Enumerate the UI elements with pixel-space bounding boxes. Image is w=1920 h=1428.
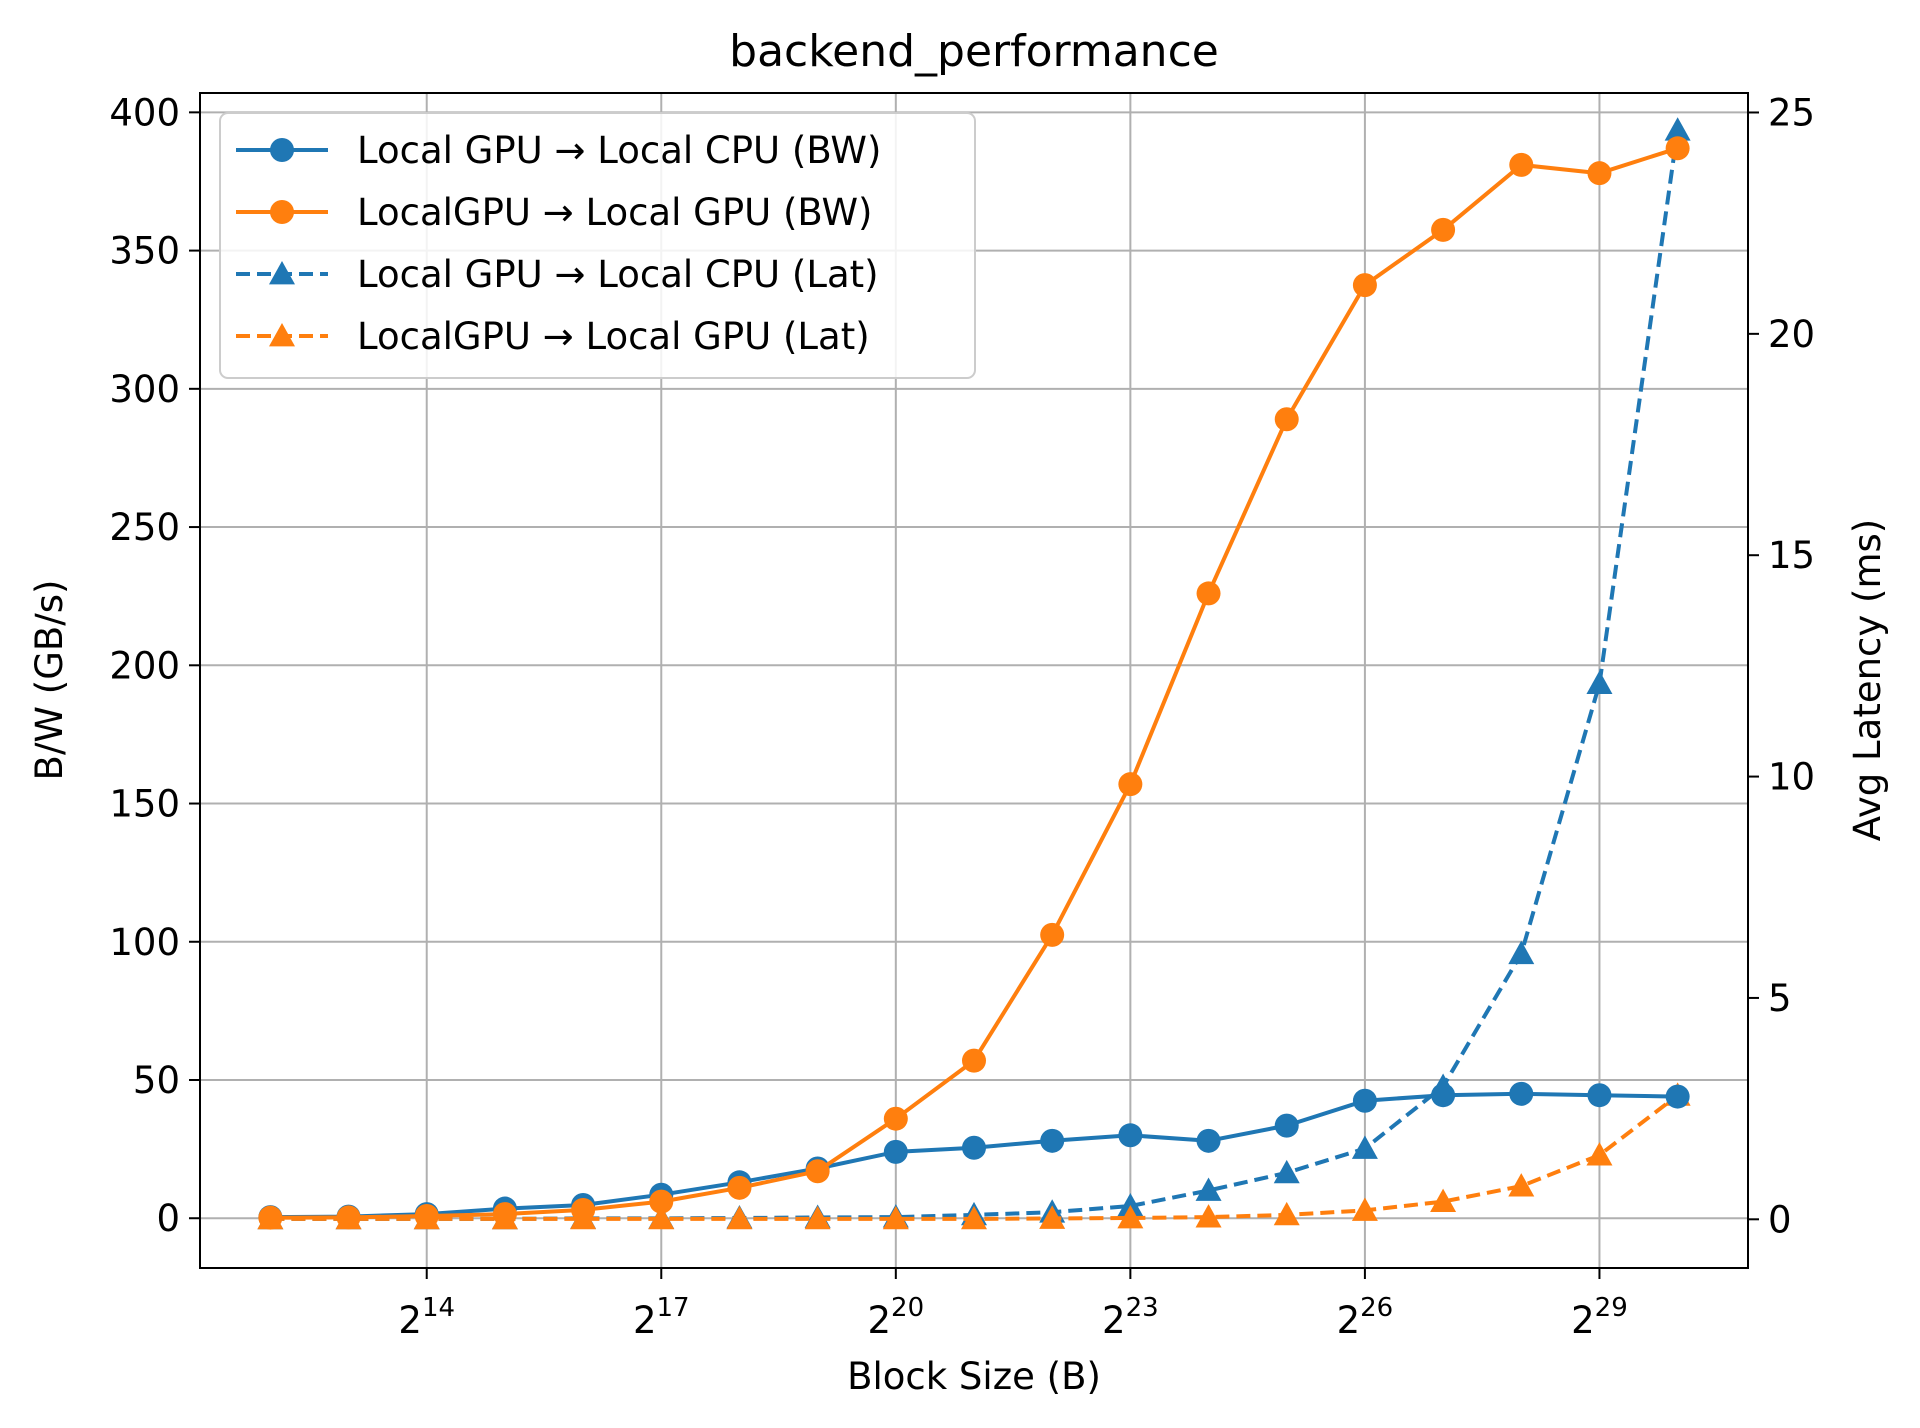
data-point	[1431, 217, 1456, 242]
data-point	[726, 1205, 753, 1230]
data-point	[414, 1204, 439, 1229]
y-tick-label-left: 0	[156, 1197, 180, 1240]
data-point	[336, 1205, 361, 1230]
data-point	[1587, 1083, 1612, 1108]
data-point	[882, 1205, 909, 1230]
legend-marker	[269, 323, 295, 347]
x-tick-label: 223	[1102, 1293, 1159, 1342]
y-tick-label-left: 50	[133, 1059, 180, 1102]
data-point	[1118, 1123, 1143, 1148]
legend-marker	[270, 200, 294, 224]
data-point	[1195, 1177, 1222, 1201]
data-point	[1273, 1201, 1300, 1226]
y-axis-label-right: Avg Latency (ms)	[1846, 519, 1889, 842]
x-tick-label: 226	[1337, 1293, 1394, 1342]
chart-title: backend_performance	[729, 26, 1219, 77]
legend-label: LocalGPU → Local GPU (Lat)	[357, 315, 870, 358]
data-point	[1274, 407, 1299, 432]
y-tick-label-right: 20	[1768, 313, 1815, 356]
data-point	[1430, 1188, 1457, 1212]
legend-entry: Local GPU → Local CPU (BW)	[236, 129, 881, 172]
data-point	[961, 1205, 987, 1230]
data-point	[1117, 1204, 1144, 1229]
left-axis-ticks: 0 50 100 150 200 250 300 350 400	[109, 91, 200, 1240]
x-tick-label: 220	[867, 1293, 924, 1342]
data-point	[1039, 1205, 1066, 1229]
data-point	[1509, 1081, 1534, 1106]
y-tick-label-left: 150	[109, 783, 180, 826]
data-point	[1664, 117, 1691, 141]
y-tick-label-left: 100	[109, 921, 180, 964]
legend-entry: LocalGPU → Local GPU (BW)	[236, 191, 873, 234]
y-tick-label-left: 250	[109, 506, 180, 549]
data-point	[1587, 161, 1612, 186]
y-tick-label-left: 400	[109, 91, 180, 134]
y-tick-label-right: 5	[1768, 977, 1792, 1020]
data-point	[1040, 922, 1065, 947]
data-point	[571, 1197, 596, 1222]
data-point	[1586, 1142, 1613, 1166]
legend-entry: Local GPU → Local CPU (Lat)	[236, 253, 879, 296]
x-axis-label: Block Size (B)	[847, 1355, 1101, 1398]
data-point	[1273, 1159, 1300, 1184]
series-1	[258, 136, 1690, 1230]
y-tick-label-right: 0	[1768, 1198, 1792, 1241]
legend-label: Local GPU → Local CPU (BW)	[357, 129, 881, 172]
data-point	[1195, 1204, 1222, 1228]
y-tick-label-right: 15	[1768, 534, 1815, 577]
x-tick-label: 229	[1571, 1293, 1628, 1342]
legend: Local GPU → Local CPU (BW) LocalGPU → Loc…	[219, 112, 976, 379]
y-tick-label-left: 300	[109, 368, 180, 411]
y-tick-label-left: 200	[109, 644, 180, 687]
data-point	[1351, 1197, 1378, 1221]
x-axis-ticks: 214 217 220 223 226 229	[398, 1268, 1628, 1342]
plot-frame	[199, 92, 1749, 1269]
data-point	[1117, 1193, 1144, 1217]
y-axis-label-left: B/W (GB/s)	[28, 580, 71, 781]
legend-frame	[219, 112, 976, 379]
data-point	[1665, 1084, 1690, 1109]
data-point	[1274, 1113, 1299, 1138]
data-point	[1352, 1088, 1377, 1113]
data-point	[727, 1175, 752, 1200]
y-tick-label-right: 10	[1768, 756, 1815, 799]
series-layer	[257, 117, 1691, 1230]
data-point	[1431, 1083, 1456, 1108]
right-axis-ticks: 0 5 10 15 20 25	[1748, 91, 1815, 1241]
data-point	[962, 1135, 986, 1160]
legend-label: LocalGPU → Local GPU (BW)	[357, 191, 873, 234]
data-point	[804, 1205, 831, 1230]
data-point	[1118, 772, 1143, 797]
data-point	[492, 1202, 517, 1227]
data-point	[1665, 136, 1690, 161]
data-point	[962, 1048, 986, 1073]
legend-entry: LocalGPU → Local GPU (Lat)	[236, 315, 870, 358]
legend-label: Local GPU → Local CPU (Lat)	[357, 253, 879, 296]
legend-marker	[270, 138, 294, 162]
x-tick-label: 214	[398, 1293, 455, 1342]
data-point	[883, 1139, 908, 1164]
data-point	[1508, 1173, 1535, 1197]
data-point	[883, 1106, 908, 1131]
data-point	[1352, 273, 1377, 298]
data-point	[1196, 1128, 1221, 1153]
data-point	[1196, 581, 1221, 606]
data-point	[648, 1205, 675, 1230]
data-point	[1040, 1128, 1065, 1153]
data-point	[649, 1189, 674, 1214]
y-tick-label-right: 25	[1768, 91, 1815, 134]
legend-marker	[269, 261, 295, 285]
x-tick-label: 217	[633, 1293, 690, 1342]
data-point	[258, 1205, 283, 1230]
data-point	[1586, 670, 1613, 694]
data-point	[805, 1159, 830, 1184]
data-point	[1351, 1135, 1378, 1159]
y-tick-label-left: 350	[109, 230, 180, 273]
data-point	[1508, 940, 1535, 965]
data-point	[1509, 152, 1534, 177]
